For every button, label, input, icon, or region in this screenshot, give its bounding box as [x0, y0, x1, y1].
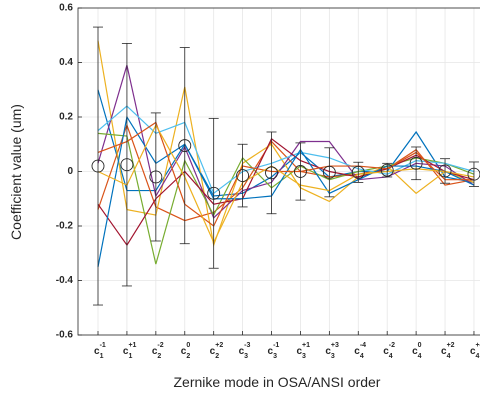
- category-symbol: c: [412, 346, 418, 357]
- x-axis-label: Zernike mode in OSA/ANSI order: [174, 374, 381, 390]
- y-tick-label: -0.6: [56, 330, 74, 341]
- x-tick-label: c+2 2: [210, 342, 224, 360]
- x-tick-label: c-3 3: [239, 342, 251, 360]
- category-superscript: -1: [100, 342, 106, 349]
- category-superscript: -2: [389, 342, 395, 349]
- series-line: [97, 40, 475, 248]
- mean-marker: [178, 139, 192, 153]
- category-symbol: c: [354, 346, 360, 357]
- x-tick-label: c-2 2: [152, 342, 164, 360]
- mean-marker: [207, 186, 221, 200]
- mean-marker: [149, 170, 163, 184]
- x-tick-label: c+2 4: [441, 342, 455, 360]
- mean-marker: [438, 164, 452, 178]
- mean-marker: [236, 169, 250, 183]
- y-tick-label: 0.6: [59, 3, 73, 14]
- category-superscript: +3: [331, 342, 339, 349]
- x-tick-label: c0 4: [412, 342, 422, 360]
- x-tick-label: c+1 1: [123, 342, 137, 360]
- mean-marker: [265, 166, 278, 180]
- category-subscript: 4: [447, 353, 451, 360]
- series-line: [97, 121, 474, 227]
- category-superscript: +2: [447, 342, 455, 349]
- mean-marker: [91, 159, 105, 173]
- category-subscript: 4: [389, 353, 393, 360]
- category-subscript: 3: [273, 353, 277, 360]
- x-tick-label: c+3 3: [325, 342, 339, 360]
- x-tick-label: c-1 1: [94, 342, 106, 360]
- category-subscript: 2: [157, 353, 161, 360]
- y-axis-label: Coefficient value (um): [8, 104, 24, 240]
- category-subscript: 3: [302, 353, 306, 360]
- x-tick-label: c-4 4: [354, 342, 366, 360]
- series-line: [97, 123, 475, 244]
- series-line: [97, 105, 475, 195]
- category-symbol: c: [239, 346, 245, 357]
- category-superscript: +2: [215, 342, 223, 349]
- category-symbol: c: [181, 346, 187, 357]
- series-line: [97, 65, 475, 219]
- category-subscript: 2: [186, 353, 190, 360]
- mean-marker: [293, 165, 307, 178]
- category-subscript: 3: [244, 353, 248, 360]
- category-superscript: 0: [418, 342, 422, 349]
- category-superscript: -4: [360, 342, 366, 349]
- x-tick-label: c-1 3: [268, 342, 280, 360]
- category-subscript: 1: [100, 353, 104, 360]
- category-symbol: c: [94, 346, 100, 357]
- mean-marker: [351, 165, 365, 179]
- category-subscript: 3: [331, 353, 335, 360]
- mean-marker: [409, 156, 423, 170]
- category-superscript: +4: [476, 342, 480, 349]
- category-superscript: -3: [244, 342, 250, 349]
- category-symbol: c: [470, 346, 476, 357]
- category-symbol: c: [123, 346, 129, 357]
- y-tick-label: -0.4: [56, 275, 74, 286]
- category-subscript: 1: [128, 353, 132, 360]
- y-tick-label: 0.4: [59, 57, 73, 68]
- y-tick-label: 0: [67, 166, 73, 177]
- x-tick-label: c0 2: [181, 342, 191, 360]
- category-symbol: c: [210, 346, 216, 357]
- category-symbol: c: [441, 346, 447, 357]
- category-superscript: +1: [302, 342, 310, 349]
- series-line: [97, 137, 475, 247]
- category-symbol: c: [152, 346, 158, 357]
- y-tick-label: 0.2: [59, 112, 73, 123]
- y-tick-label: -0.2: [56, 221, 74, 232]
- category-subscript: 4: [418, 353, 422, 360]
- x-tick-label: c-2 4: [383, 342, 395, 360]
- category-superscript: -2: [157, 342, 163, 349]
- mean-marker: [120, 158, 134, 172]
- category-symbol: c: [383, 346, 389, 357]
- category-subscript: 4: [360, 353, 364, 360]
- category-symbol: c: [268, 346, 274, 357]
- category-subscript: 4: [476, 353, 480, 360]
- mean-marker: [380, 163, 394, 177]
- plot-frame: [77, 7, 480, 336]
- category-subscript: 2: [215, 353, 219, 360]
- category-symbol: c: [296, 346, 302, 357]
- category-symbol: c: [325, 346, 331, 357]
- category-superscript: -1: [273, 342, 279, 349]
- mean-marker: [322, 165, 336, 179]
- series-line: [97, 89, 475, 197]
- x-tick-label: c+4 4: [470, 342, 480, 360]
- category-superscript: +1: [128, 342, 136, 349]
- series-line: [97, 115, 475, 267]
- series-line: [97, 123, 475, 222]
- x-tick-label: c+1 3: [296, 342, 310, 360]
- category-superscript: 0: [186, 342, 190, 349]
